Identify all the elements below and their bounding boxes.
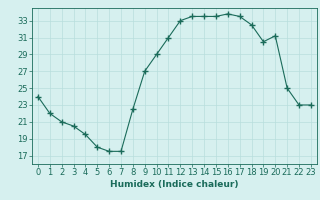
X-axis label: Humidex (Indice chaleur): Humidex (Indice chaleur) [110,180,239,189]
